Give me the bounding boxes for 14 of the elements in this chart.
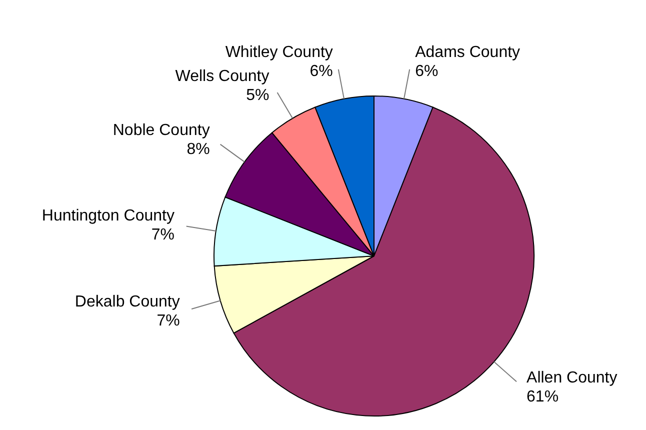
data-label: 7%: [156, 312, 180, 330]
data-label: 8%: [186, 141, 210, 158]
slice-label: Noble County: [112, 122, 210, 140]
slice-label: Dekalb County: [74, 294, 180, 311]
data-label: 61%: [526, 388, 559, 406]
data-label: 7%: [151, 226, 174, 244]
slice-label: Allen County: [526, 369, 618, 386]
data-label: 6%: [310, 63, 333, 80]
data-label: 5%: [246, 87, 270, 104]
slice-label: Wells County: [175, 68, 270, 86]
slice-label: Huntington County: [42, 208, 174, 225]
slice-label: Adams County: [415, 44, 520, 62]
slice-label: Whitley County: [225, 44, 333, 62]
data-label: 6%: [415, 63, 438, 80]
